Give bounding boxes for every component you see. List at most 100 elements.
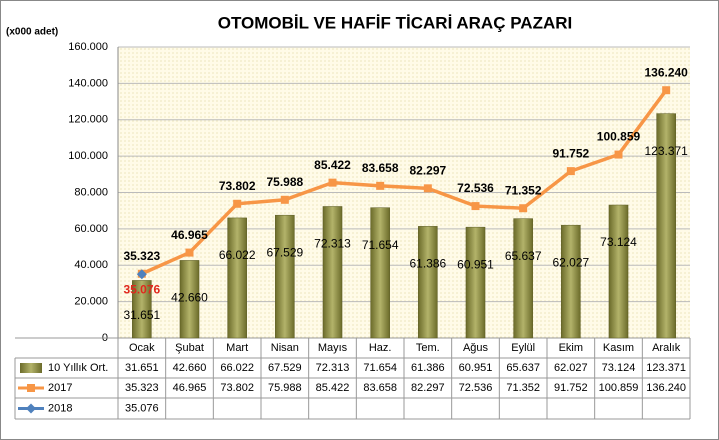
- y-tick-label: 100.000: [68, 150, 108, 162]
- bar-value-label: 73.124: [600, 235, 637, 249]
- marker: [376, 181, 385, 190]
- bar: [370, 207, 390, 339]
- line: [141, 89, 668, 276]
- legend-swatch: [27, 384, 35, 392]
- line-value-label: 71.352: [505, 183, 542, 197]
- line-value-label: 35.323: [123, 249, 160, 263]
- marker: [566, 167, 575, 176]
- table-cell: 83.658: [363, 382, 397, 394]
- line-value-label: 82.297: [409, 163, 446, 177]
- table-cell: 73.802: [220, 382, 254, 394]
- x-tick-label: Ağus: [463, 342, 489, 354]
- line-value-label: 100.859: [597, 130, 641, 144]
- line-value-label: 72.536: [457, 181, 494, 195]
- bar-value-label: 123.371: [644, 144, 688, 158]
- bar: [322, 206, 343, 339]
- bar: [275, 214, 295, 339]
- table-cell: 35.323: [125, 382, 159, 394]
- x-tick-label: Ekim: [559, 342, 583, 354]
- line-value-label: 73.802: [219, 179, 256, 193]
- table-cell: 62.027: [554, 362, 588, 374]
- table-cell: 91.752: [554, 382, 588, 394]
- bar: [513, 218, 533, 339]
- x-tick-label: Mart: [226, 342, 248, 354]
- table-cell: 31.651: [125, 362, 159, 374]
- bar: [656, 113, 676, 339]
- bar-value-label: 60.951: [457, 257, 494, 271]
- line-value-label: 83.658: [362, 161, 399, 175]
- y-tick-label: 80.000: [74, 186, 108, 198]
- table-cell: 85.422: [316, 382, 350, 394]
- x-tick-label: Haz.: [369, 342, 392, 354]
- table-cell: 67.529: [268, 362, 302, 374]
- legend-swatch: [20, 363, 42, 373]
- chart-title: OTOMOBİL VE HAFİF TİCARİ ARAÇ PAZARI: [218, 13, 572, 32]
- marker: [328, 178, 337, 187]
- bar-value-label: 66.022: [219, 248, 256, 262]
- table-cell: 82.297: [411, 382, 445, 394]
- table-cell: 75.988: [268, 382, 302, 394]
- line-value-label: 91.752: [552, 146, 589, 160]
- x-tick-label: Ocak: [129, 342, 155, 354]
- line-value-label: 136.240: [644, 65, 688, 79]
- legend-label: 2018: [48, 402, 72, 414]
- table-cell: 71.352: [506, 382, 540, 394]
- bar: [227, 217, 247, 339]
- table-cell: 60.951: [459, 362, 493, 374]
- table-cell: 72.313: [316, 362, 350, 374]
- marker: [423, 184, 432, 193]
- marker: [185, 248, 194, 257]
- x-tick-label: Eylül: [511, 342, 535, 354]
- table-cell: 61.386: [411, 362, 445, 374]
- marker: [233, 199, 242, 208]
- bar: [561, 224, 581, 339]
- x-tick-label: Mayıs: [318, 342, 348, 354]
- marker: [519, 204, 528, 213]
- marker: [280, 195, 289, 204]
- bar-value-label: 42.660: [171, 291, 208, 305]
- x-tick-label: Nisan: [271, 342, 299, 354]
- bar: [465, 226, 486, 339]
- bar-value-label: 61.386: [409, 257, 446, 271]
- table-cell: 42.660: [173, 362, 207, 374]
- bar-value-label: 31.651: [123, 308, 160, 322]
- bar-value-label: 71.654: [362, 238, 399, 252]
- bar: [608, 204, 629, 339]
- table-cell: 73.124: [602, 362, 636, 374]
- bar-value-label: 67.529: [266, 245, 303, 259]
- table-cell: 46.965: [173, 382, 207, 394]
- table-cell: 71.654: [363, 362, 397, 374]
- table-cell: 66.022: [220, 362, 254, 374]
- x-tick-label: Kasım: [603, 342, 634, 354]
- line-value-label: 85.422: [314, 158, 351, 172]
- table-cell: 136.240: [646, 382, 686, 394]
- bar-value-label: 72.313: [314, 237, 351, 251]
- bar: [179, 260, 200, 339]
- table-cell: 123.371: [646, 362, 686, 374]
- bar-value-label: 62.027: [552, 255, 589, 269]
- legend-label: 2017: [48, 382, 72, 394]
- legend-swatch: [26, 403, 36, 414]
- y-tick-label: 20.000: [74, 296, 108, 308]
- table-cell: 72.536: [459, 382, 493, 394]
- y-tick-label: 40.000: [74, 259, 108, 271]
- marker: [614, 150, 623, 159]
- table-cell: 35.076: [125, 402, 159, 414]
- bar-value-label: 65.637: [505, 249, 542, 263]
- marker: [662, 86, 671, 95]
- table-cell: 100.859: [599, 382, 639, 394]
- x-tick-label: Şubat: [175, 342, 204, 354]
- line-value-label: 46.965: [171, 228, 208, 242]
- bar: [418, 226, 438, 339]
- legend-label: 10 Yıllık Ort.: [48, 362, 108, 374]
- y-tick-label: 120.000: [68, 114, 108, 126]
- bar: [132, 280, 152, 339]
- y-tick-label: 140.000: [68, 77, 108, 89]
- y-axis-label: (x000 adet): [6, 27, 58, 38]
- line-value-label: 75.988: [266, 175, 303, 189]
- x-tick-label: Tem.: [416, 342, 440, 354]
- y-tick-label: 60.000: [74, 223, 108, 235]
- line-value-label: 35.076: [123, 282, 160, 296]
- table-cell: 65.637: [506, 362, 540, 374]
